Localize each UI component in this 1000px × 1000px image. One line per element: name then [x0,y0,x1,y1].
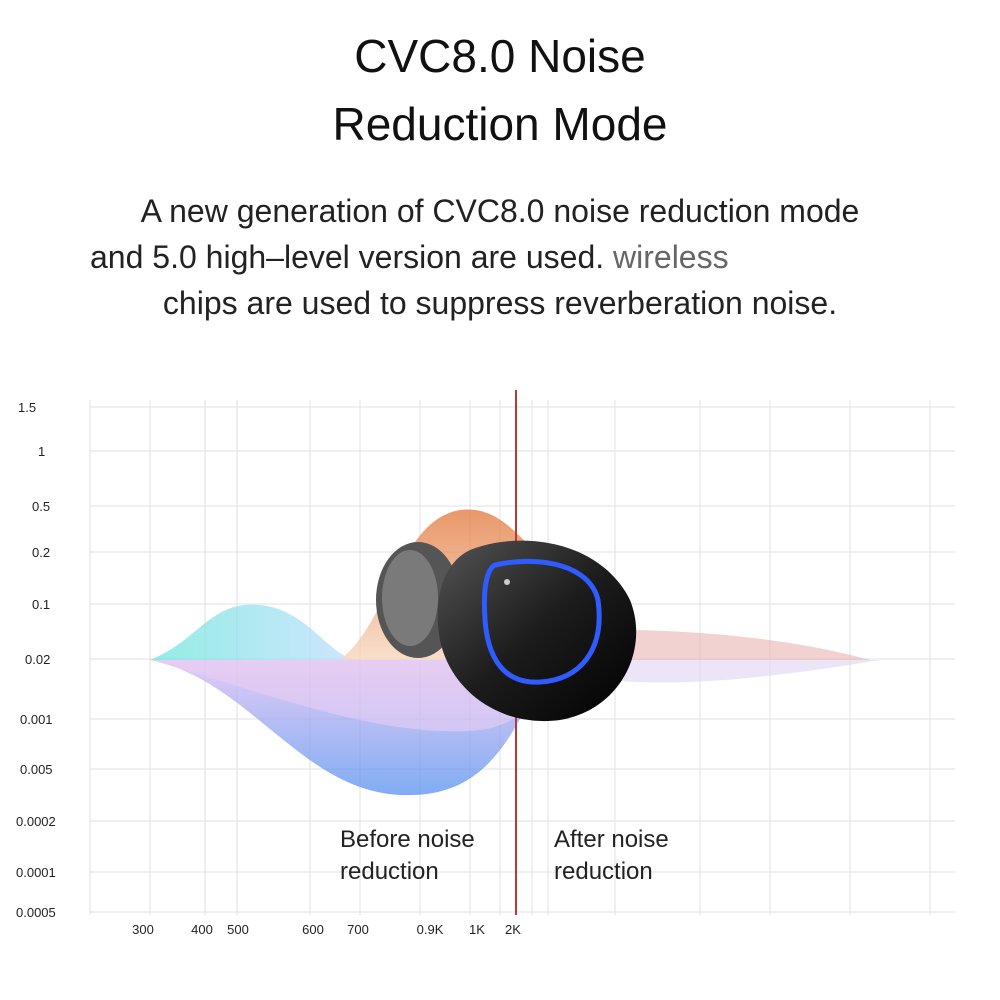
y-label: 0.0002 [16,814,56,829]
title: Reduction Mode [333,98,668,150]
description: A new generation of CVC8.0 noise reducti… [141,193,860,229]
y-label: 0.2 [32,545,50,560]
y-label: 1.5 [18,400,36,415]
description: chips are used to suppress reverberation… [163,285,837,321]
y-label: 0.5 [32,499,50,514]
x-label: 2K [505,922,521,937]
y-label: 1 [38,444,45,459]
x-label: 700 [347,922,369,937]
description-highlight: wireless [612,239,729,275]
title: CVC8.0 Noise [354,30,645,82]
before-label: reduction [340,858,439,885]
x-label: 400 [191,922,213,937]
before-label: Before noise [340,826,475,853]
y-label: 0.1 [32,597,50,612]
x-label: 500 [227,922,249,937]
x-label: 0.9K [417,922,444,937]
y-label: 0.001 [20,712,53,727]
x-label: 300 [132,922,154,937]
y-label: 0.02 [25,652,50,667]
x-label: 1K [469,922,485,937]
x-label: 600 [302,922,324,937]
y-label: 0.005 [20,762,53,777]
after-label: After noise [554,826,669,853]
after-label: reduction [554,858,653,885]
y-label: 0.0005 [16,905,56,920]
earbud [376,540,637,722]
y-label: 0.0001 [16,865,56,880]
description: and 5.0 high–level version are used. wir… [90,239,729,275]
description-line: and 5.0 high–level version are used. [90,239,604,275]
